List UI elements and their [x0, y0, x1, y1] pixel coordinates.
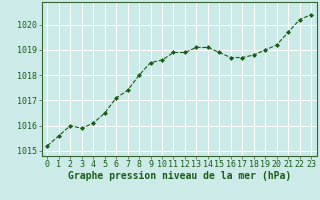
X-axis label: Graphe pression niveau de la mer (hPa): Graphe pression niveau de la mer (hPa)	[68, 171, 291, 181]
